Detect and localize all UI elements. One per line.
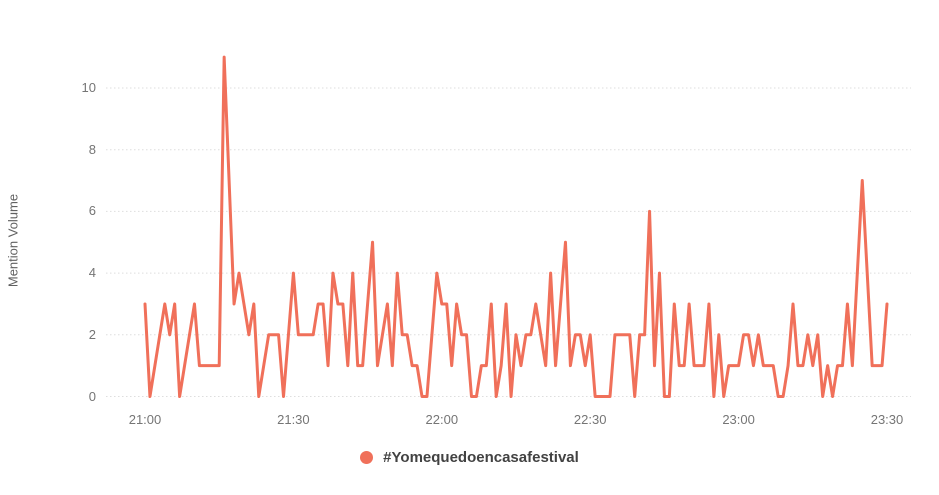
x-tick-label: 23:00 — [722, 412, 755, 427]
legend-item[interactable]: #Yomequedoencasafestival — [0, 449, 939, 466]
x-tick-label: 21:00 — [128, 412, 162, 427]
series-line[interactable] — [143, 55, 889, 398]
y-tick-label: 0 — [88, 388, 96, 404]
legend-label: #Yomequedoencasafestival — [383, 449, 579, 466]
x-tick-label: 22:30 — [573, 412, 607, 427]
y-tick-label: 2 — [88, 326, 96, 342]
y-axis-title: Mention Volume — [5, 193, 21, 288]
y-tick-label: 8 — [88, 141, 96, 157]
x-tick-label: 21:30 — [277, 412, 310, 427]
y-tick-label: 6 — [88, 203, 96, 219]
plot-area[interactable] — [0, 0, 939, 445]
y-tick-label: 10 — [81, 80, 96, 95]
x-tick-label: 23:30 — [870, 412, 904, 427]
x-tick-label: 22:00 — [425, 412, 459, 427]
y-tick-label: 4 — [88, 265, 96, 281]
legend-marker-icon — [360, 451, 374, 464]
